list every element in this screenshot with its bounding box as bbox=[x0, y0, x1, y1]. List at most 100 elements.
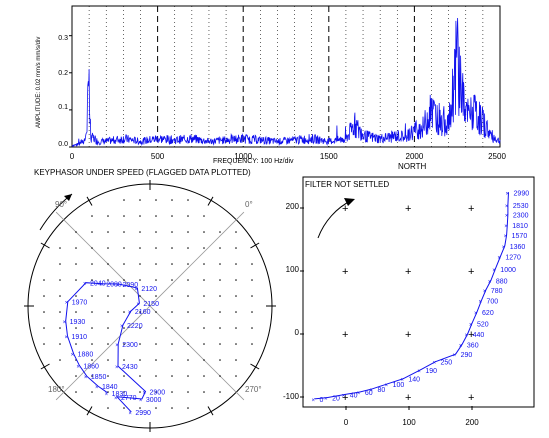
xy-grid-cross: + bbox=[405, 266, 411, 278]
polar-grid-dot bbox=[155, 215, 157, 217]
polar-point-label: 1880 bbox=[78, 352, 94, 359]
polar-point-label: 2160 bbox=[135, 309, 151, 316]
y-tick-0.1: 0.1 bbox=[58, 104, 68, 111]
polar-point-marker: × bbox=[99, 283, 103, 289]
polar-point-label: 3000 bbox=[146, 397, 162, 404]
polar-grid-dot bbox=[155, 391, 157, 393]
xy-y-tick-200: 200 bbox=[286, 202, 300, 211]
polar-grid-dot bbox=[219, 359, 221, 361]
polar-grid-dot bbox=[187, 231, 189, 233]
xy-grid-cross: + bbox=[468, 203, 474, 215]
polar-grid-dot bbox=[139, 247, 141, 249]
polar-point-marker: × bbox=[143, 391, 147, 397]
spectrum-x-axis-label: FREQUENCY: 100 Hz/div bbox=[213, 158, 294, 165]
xy-point-marker: × bbox=[357, 391, 361, 397]
polar-grid-dot bbox=[235, 311, 237, 313]
polar-grid-dot bbox=[139, 407, 141, 409]
spectrum-direction-label: NORTH bbox=[398, 162, 427, 171]
spectrum-panel: 0 500 1000 1500 2000 2500 0.3 0.2 0.1 0.… bbox=[36, 5, 506, 171]
xy-panel: FILTER NOT SETTLED + + + + + + + + + + + + 0 100 20… bbox=[283, 176, 535, 427]
polar-grid-dot bbox=[91, 279, 93, 281]
polar-point-marker: × bbox=[115, 343, 119, 349]
polar-point-label: 2770 bbox=[121, 395, 137, 402]
polar-grid-dot bbox=[187, 311, 189, 313]
polar-point-marker: × bbox=[139, 398, 143, 404]
polar-point-label: 1840 bbox=[102, 384, 118, 391]
polar-grid-dot bbox=[187, 247, 189, 249]
xy-point-marker: × bbox=[502, 245, 506, 251]
xy-point-marker: × bbox=[459, 344, 463, 350]
polar-point-label: 2080 bbox=[106, 282, 122, 289]
xy-series-line bbox=[314, 192, 509, 400]
polar-grid-dot bbox=[235, 295, 237, 297]
polar-point-marker: × bbox=[76, 364, 80, 370]
xy-point-marker: × bbox=[369, 388, 373, 394]
polar-angle-0: 0° bbox=[245, 200, 253, 209]
xy-point-label: 620 bbox=[482, 310, 494, 317]
xy-point-marker: × bbox=[497, 256, 501, 262]
xy-point-marker: × bbox=[478, 300, 482, 306]
xy-point-label: 880 bbox=[496, 278, 508, 285]
polar-series: × 2990× 2770 × 3000× 2900× 2430× 2300× 2220× 2160… bbox=[63, 281, 166, 417]
polar-grid-dot bbox=[123, 359, 125, 361]
polar-grid-dot bbox=[187, 343, 189, 345]
polar-grid-dot bbox=[107, 231, 109, 233]
polar-grid-dot bbox=[171, 375, 173, 377]
polar-grid-dot bbox=[59, 359, 61, 361]
polar-point-marker: × bbox=[65, 301, 69, 307]
polar-grid-dot bbox=[123, 311, 125, 313]
polar-grid-dot bbox=[123, 327, 125, 329]
polar-grid-dot bbox=[187, 359, 189, 361]
polar-grid-dot bbox=[203, 327, 205, 329]
polar-grid-dot bbox=[251, 311, 253, 313]
polar-grid-dot bbox=[43, 311, 45, 313]
polar-grid-dot bbox=[43, 343, 45, 345]
polar-grid-dot bbox=[75, 263, 77, 265]
polar-point-marker: × bbox=[71, 353, 75, 359]
polar-rim-tick bbox=[207, 196, 214, 206]
polar-point-marker: × bbox=[128, 310, 132, 316]
y-tick-0.2: 0.2 bbox=[58, 70, 68, 77]
xy-point-label: 140 bbox=[408, 377, 420, 384]
polar-grid-dot bbox=[155, 327, 157, 329]
polar-point-label: 2090 bbox=[123, 282, 139, 289]
polar-grid-dot bbox=[107, 311, 109, 313]
polar-grid-dot bbox=[107, 359, 109, 361]
xy-y-tick-minus100: -100 bbox=[283, 392, 300, 401]
polar-point-label: 2300 bbox=[122, 342, 138, 349]
xy-point-label: 1570 bbox=[512, 233, 528, 240]
xy-point-label: 440 bbox=[473, 332, 485, 339]
polar-axis-0-180 bbox=[55, 211, 245, 401]
polar-grid-dot bbox=[139, 311, 141, 313]
polar-grid-dot bbox=[219, 311, 221, 313]
polar-grid-dot bbox=[59, 279, 61, 281]
polar-grid-dot bbox=[155, 311, 157, 313]
polar-grid-dot bbox=[91, 263, 93, 265]
x-tick-1000: 1000 bbox=[234, 152, 252, 161]
xy-point-marker: × bbox=[504, 224, 508, 230]
xy-x-ticks: 0 100 200 bbox=[344, 418, 479, 427]
xy-point-marker: × bbox=[417, 369, 421, 375]
polar-grid-dot bbox=[187, 263, 189, 265]
polar-grid-dot bbox=[203, 247, 205, 249]
xy-point-marker: × bbox=[342, 393, 346, 399]
polar-grid-dot bbox=[187, 295, 189, 297]
polar-grid-dot bbox=[107, 247, 109, 249]
x-tick-500: 500 bbox=[151, 152, 165, 161]
polar-grid-dot bbox=[139, 391, 141, 393]
polar-grid-dot bbox=[155, 295, 157, 297]
polar-grid-dot bbox=[203, 263, 205, 265]
polar-grid-dot bbox=[235, 359, 237, 361]
xy-grid-cross: + bbox=[342, 392, 348, 404]
polar-point-label: 2900 bbox=[150, 390, 166, 397]
spectrum-grid bbox=[69, 6, 484, 148]
polar-rim-tick bbox=[250, 363, 260, 370]
polar-grid-dot bbox=[235, 247, 237, 249]
polar-point-label: 1930 bbox=[70, 319, 86, 326]
xy-grid-cross: + bbox=[468, 266, 474, 278]
polar-grid-dot bbox=[219, 327, 221, 329]
polar-rim-tick bbox=[207, 406, 214, 416]
xy-point-label: 290 bbox=[461, 352, 473, 359]
polar-point-label: 2120 bbox=[141, 286, 157, 293]
xy-point-marker: × bbox=[483, 289, 487, 295]
